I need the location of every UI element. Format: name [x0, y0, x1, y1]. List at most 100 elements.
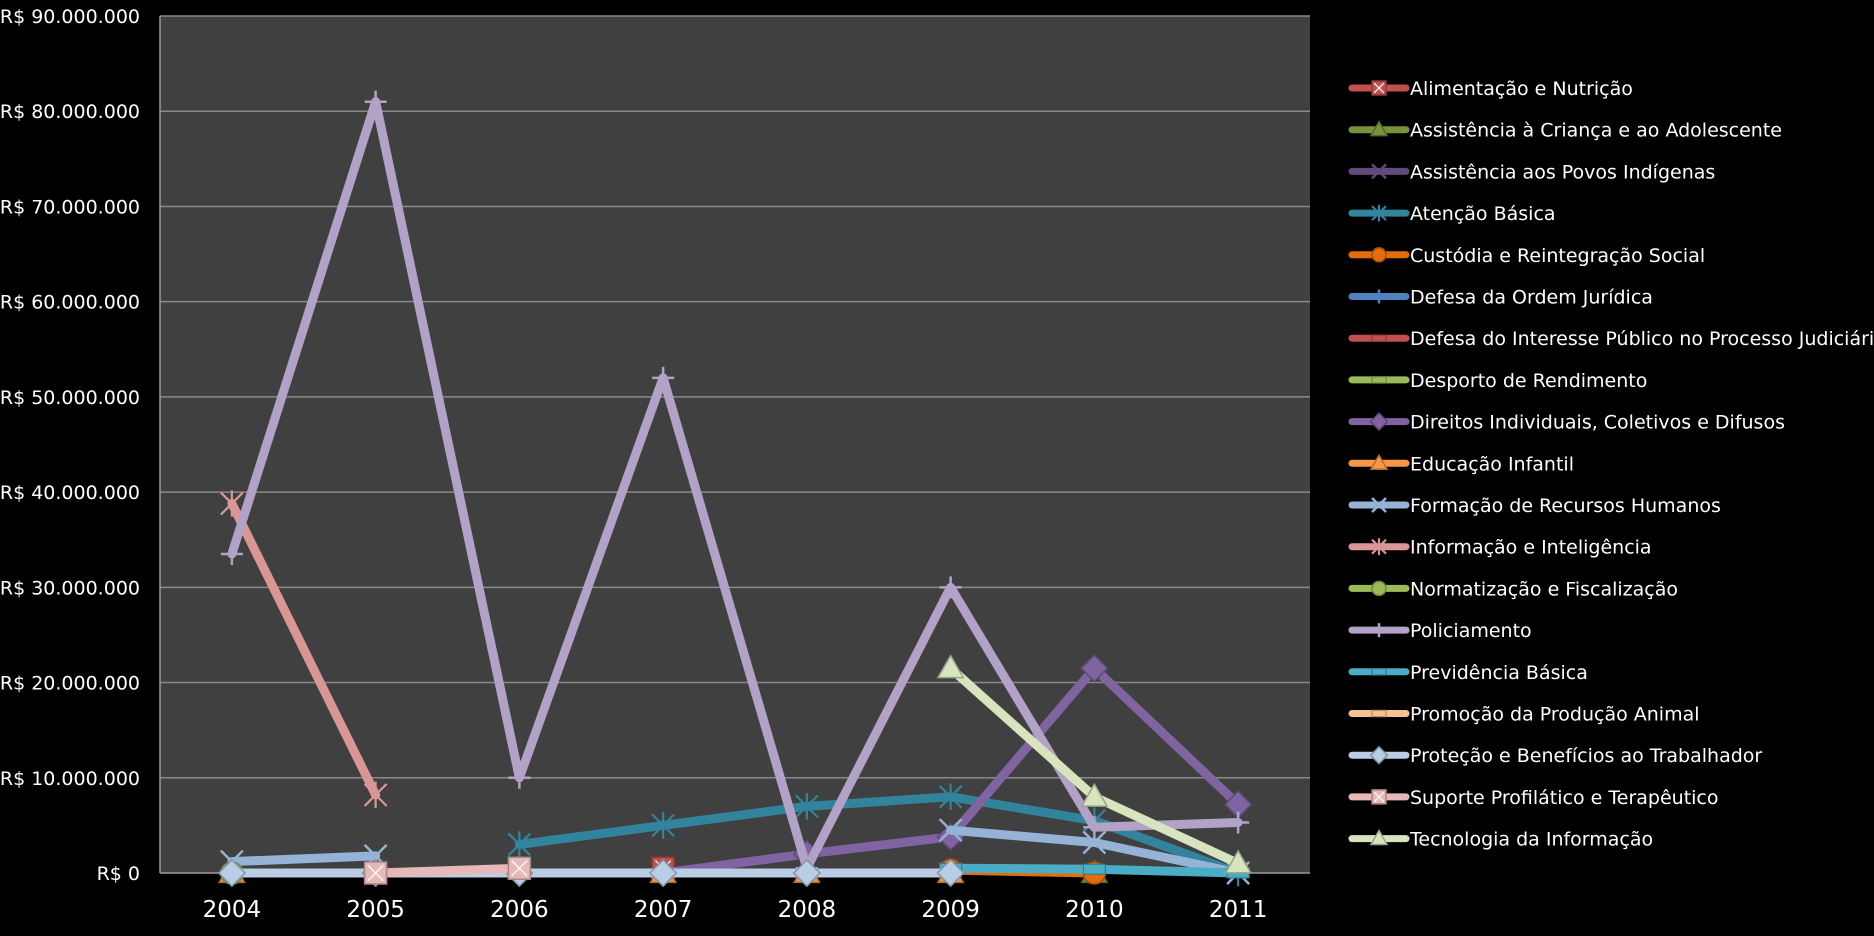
data-point [1227, 811, 1250, 834]
series [219, 818, 1251, 885]
y-tick-label: R$ 80.000.000 [0, 101, 140, 123]
x-tick-label: 2011 [1209, 897, 1268, 923]
data-point [1371, 580, 1387, 597]
data-point [220, 543, 243, 566]
data-point [1080, 654, 1109, 683]
y-tick-label: R$ 90.000.000 [0, 6, 140, 28]
data-point [1372, 623, 1386, 638]
data-point [939, 576, 962, 599]
legend-label: Direitos Individuais, Coletivos e Difuso… [1410, 412, 1785, 434]
data-point [1371, 247, 1387, 263]
series-line [227, 499, 381, 800]
data-point [1371, 163, 1387, 180]
data-point [936, 654, 965, 679]
data-point [1369, 120, 1389, 137]
data-point [1371, 204, 1387, 222]
x-tick-label: 2005 [346, 897, 405, 923]
legend-label: Alimentação e Nutrição [1410, 78, 1633, 100]
legend-label: Suporte Profilático e Terapêutico [1410, 787, 1719, 809]
data-point [217, 858, 247, 888]
series [936, 654, 1253, 874]
series-line [371, 863, 524, 878]
x-tick-label: 2010 [1065, 897, 1124, 923]
legend-label: Formação de Recursos Humanos [1410, 495, 1721, 517]
data-point [1371, 376, 1387, 384]
y-tick-label: R$ 10.000.000 [0, 768, 140, 790]
legend-label: Promoção da Produção Animal [1410, 704, 1700, 726]
data-point [1083, 816, 1106, 839]
series [363, 856, 532, 885]
data-point [220, 490, 244, 517]
series-layer [217, 90, 1253, 888]
legend-label: Desporto de Rendimento [1410, 370, 1647, 392]
legend-entry: Assistência à Criança e ao Adolescente [1348, 120, 1782, 142]
legend-entry: Defesa do Interesse Público no Processo … [1348, 328, 1874, 350]
x-tick-label: 2004 [203, 897, 262, 923]
data-point [1371, 334, 1387, 342]
legend-entry: Formação de Recursos Humanos [1348, 495, 1721, 517]
data-point [652, 366, 675, 389]
legend-label: Assistência aos Povos Indígenas [1410, 161, 1715, 183]
data-point [1371, 668, 1387, 676]
series [220, 490, 388, 809]
data-point [1371, 497, 1387, 513]
data-point [936, 858, 965, 888]
legend-entry: Informação e Inteligência [1348, 537, 1652, 559]
legend-label: Tecnologia da Informação [1409, 829, 1653, 851]
legend-entry: Promoção da Produção Animal [1348, 704, 1700, 726]
legend-entry: Previdência Básica [1348, 662, 1588, 684]
legend-label: Educação Infantil [1410, 453, 1574, 475]
y-tick-label: R$ 70.000.000 [0, 196, 140, 218]
legend-entry: Normatização e Fiscalização [1348, 578, 1678, 600]
legend-entry: Assistência aos Povos Indígenas [1348, 161, 1715, 183]
data-point [1371, 80, 1387, 96]
data-point [507, 856, 532, 880]
legend-entry: Policiamento [1348, 620, 1532, 642]
y-tick-label: R$ 30.000.000 [0, 577, 140, 599]
data-point [795, 793, 819, 820]
data-point [1371, 538, 1387, 556]
data-point [938, 818, 963, 843]
data-point [1369, 745, 1389, 765]
data-point [508, 766, 531, 789]
y-tick-label: R$ 40.000.000 [0, 482, 140, 504]
legend-entry: Alimentação e Nutrição [1348, 78, 1633, 100]
series [220, 90, 1250, 880]
data-point [1082, 863, 1106, 875]
y-tick-label: R$ 0 [97, 863, 140, 885]
legend-entry: Desporto de Rendimento [1348, 370, 1647, 392]
plot-area [160, 16, 1310, 873]
legend-entry: Suporte Profilático e Terapêutico [1348, 787, 1719, 809]
y-tick-label: R$ 20.000.000 [0, 673, 140, 695]
data-point [792, 858, 822, 888]
data-point [1082, 830, 1107, 855]
legend-entry: Educação Infantil [1348, 453, 1574, 475]
data-point [651, 812, 675, 839]
y-tick-label: R$ 50.000.000 [0, 387, 140, 409]
legend-label: Custódia e Reintegração Social [1410, 245, 1705, 267]
legend-label: Defesa da Ordem Jurídica [1410, 287, 1653, 309]
x-tick-label: 2008 [778, 897, 837, 923]
legend-label: Assistência à Criança e ao Adolescente [1410, 120, 1782, 142]
data-point [363, 861, 388, 885]
data-point [507, 831, 532, 858]
data-point [1369, 829, 1389, 846]
legend-entry: Custódia e Reintegração Social [1348, 245, 1705, 267]
data-point [1080, 782, 1109, 807]
legend-entry: Tecnologia da Informação [1348, 829, 1653, 851]
x-tick-label: 2009 [921, 897, 980, 923]
legend-entry: Defesa da Ordem Jurídica [1348, 287, 1653, 309]
x-axis: 2004 2005 2006 2007 2008 2009 2010 2011 [160, 872, 1310, 923]
series-line [227, 97, 1243, 873]
legend-label: Informação e Inteligência [1410, 537, 1652, 559]
legend-label: Proteção e Benefícios ao Trabalhador [1410, 745, 1762, 767]
legend-entry: Atenção Básica [1348, 203, 1556, 225]
x-tick-label: 2006 [490, 897, 549, 923]
y-tick-label: R$ 60.000.000 [0, 292, 140, 314]
data-point [1369, 453, 1389, 470]
data-point [938, 783, 963, 811]
data-point [648, 858, 678, 888]
data-point [364, 90, 387, 113]
legend-label: Previdência Básica [1410, 662, 1588, 684]
